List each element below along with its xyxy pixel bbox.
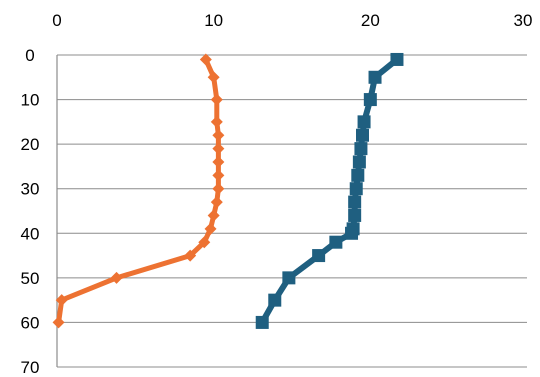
data-point-diamond bbox=[110, 271, 123, 284]
y-tick-label: 40 bbox=[21, 224, 40, 243]
y-tick-label: 50 bbox=[21, 269, 40, 288]
data-point-square bbox=[348, 208, 362, 222]
data-point-diamond bbox=[210, 115, 223, 128]
data-series bbox=[52, 52, 404, 329]
y-tick-label: 30 bbox=[21, 180, 40, 199]
data-point-diamond bbox=[199, 53, 212, 66]
y-tick-label: 20 bbox=[21, 135, 40, 154]
data-point-diamond bbox=[207, 209, 220, 222]
data-point-diamond bbox=[212, 129, 225, 142]
data-point-square bbox=[329, 235, 343, 249]
series-1 bbox=[52, 53, 225, 329]
data-point-square bbox=[368, 70, 382, 84]
data-point-square bbox=[349, 182, 363, 196]
data-point-diamond bbox=[210, 93, 223, 106]
data-point-square bbox=[345, 226, 359, 240]
y-tick-label: 70 bbox=[21, 358, 40, 377]
data-point-square bbox=[255, 315, 269, 329]
series-line bbox=[56, 57, 221, 325]
grid-lines bbox=[57, 54, 527, 368]
data-point-diamond bbox=[212, 169, 225, 182]
x-tick-labels: 0 10 20 30 bbox=[52, 11, 532, 30]
x-tick-label: 30 bbox=[514, 11, 533, 30]
data-point-diamond bbox=[212, 182, 225, 195]
data-point-square bbox=[282, 271, 296, 285]
data-point-diamond bbox=[184, 249, 197, 262]
data-point-square bbox=[356, 128, 369, 142]
data-point-diamond bbox=[212, 155, 225, 168]
x-tick-label: 10 bbox=[204, 11, 223, 30]
y-tick-labels: 0 10 20 30 40 50 60 70 bbox=[21, 46, 40, 377]
data-point-square bbox=[348, 195, 362, 209]
data-point-diamond bbox=[198, 236, 211, 249]
x-tick-label: 20 bbox=[361, 11, 380, 30]
data-point-diamond bbox=[212, 142, 225, 155]
y-tick-label: 60 bbox=[21, 313, 40, 332]
data-point-diamond bbox=[52, 316, 65, 329]
data-point-square bbox=[312, 249, 326, 263]
data-point-square bbox=[351, 168, 365, 182]
data-point-square bbox=[363, 93, 377, 107]
data-point-diamond bbox=[55, 294, 68, 307]
y-tick-label: 10 bbox=[21, 91, 40, 110]
data-point-square bbox=[357, 115, 371, 129]
series-2 bbox=[255, 52, 404, 329]
data-point-square bbox=[268, 293, 282, 307]
data-point-diamond bbox=[210, 196, 223, 209]
data-point-square bbox=[390, 52, 404, 66]
x-tick-label: 0 bbox=[52, 11, 61, 30]
data-point-diamond bbox=[204, 222, 217, 235]
data-point-square bbox=[352, 155, 366, 169]
data-point-square bbox=[354, 142, 368, 156]
y-tick-label: 0 bbox=[25, 46, 34, 65]
data-point-diamond bbox=[207, 71, 220, 84]
